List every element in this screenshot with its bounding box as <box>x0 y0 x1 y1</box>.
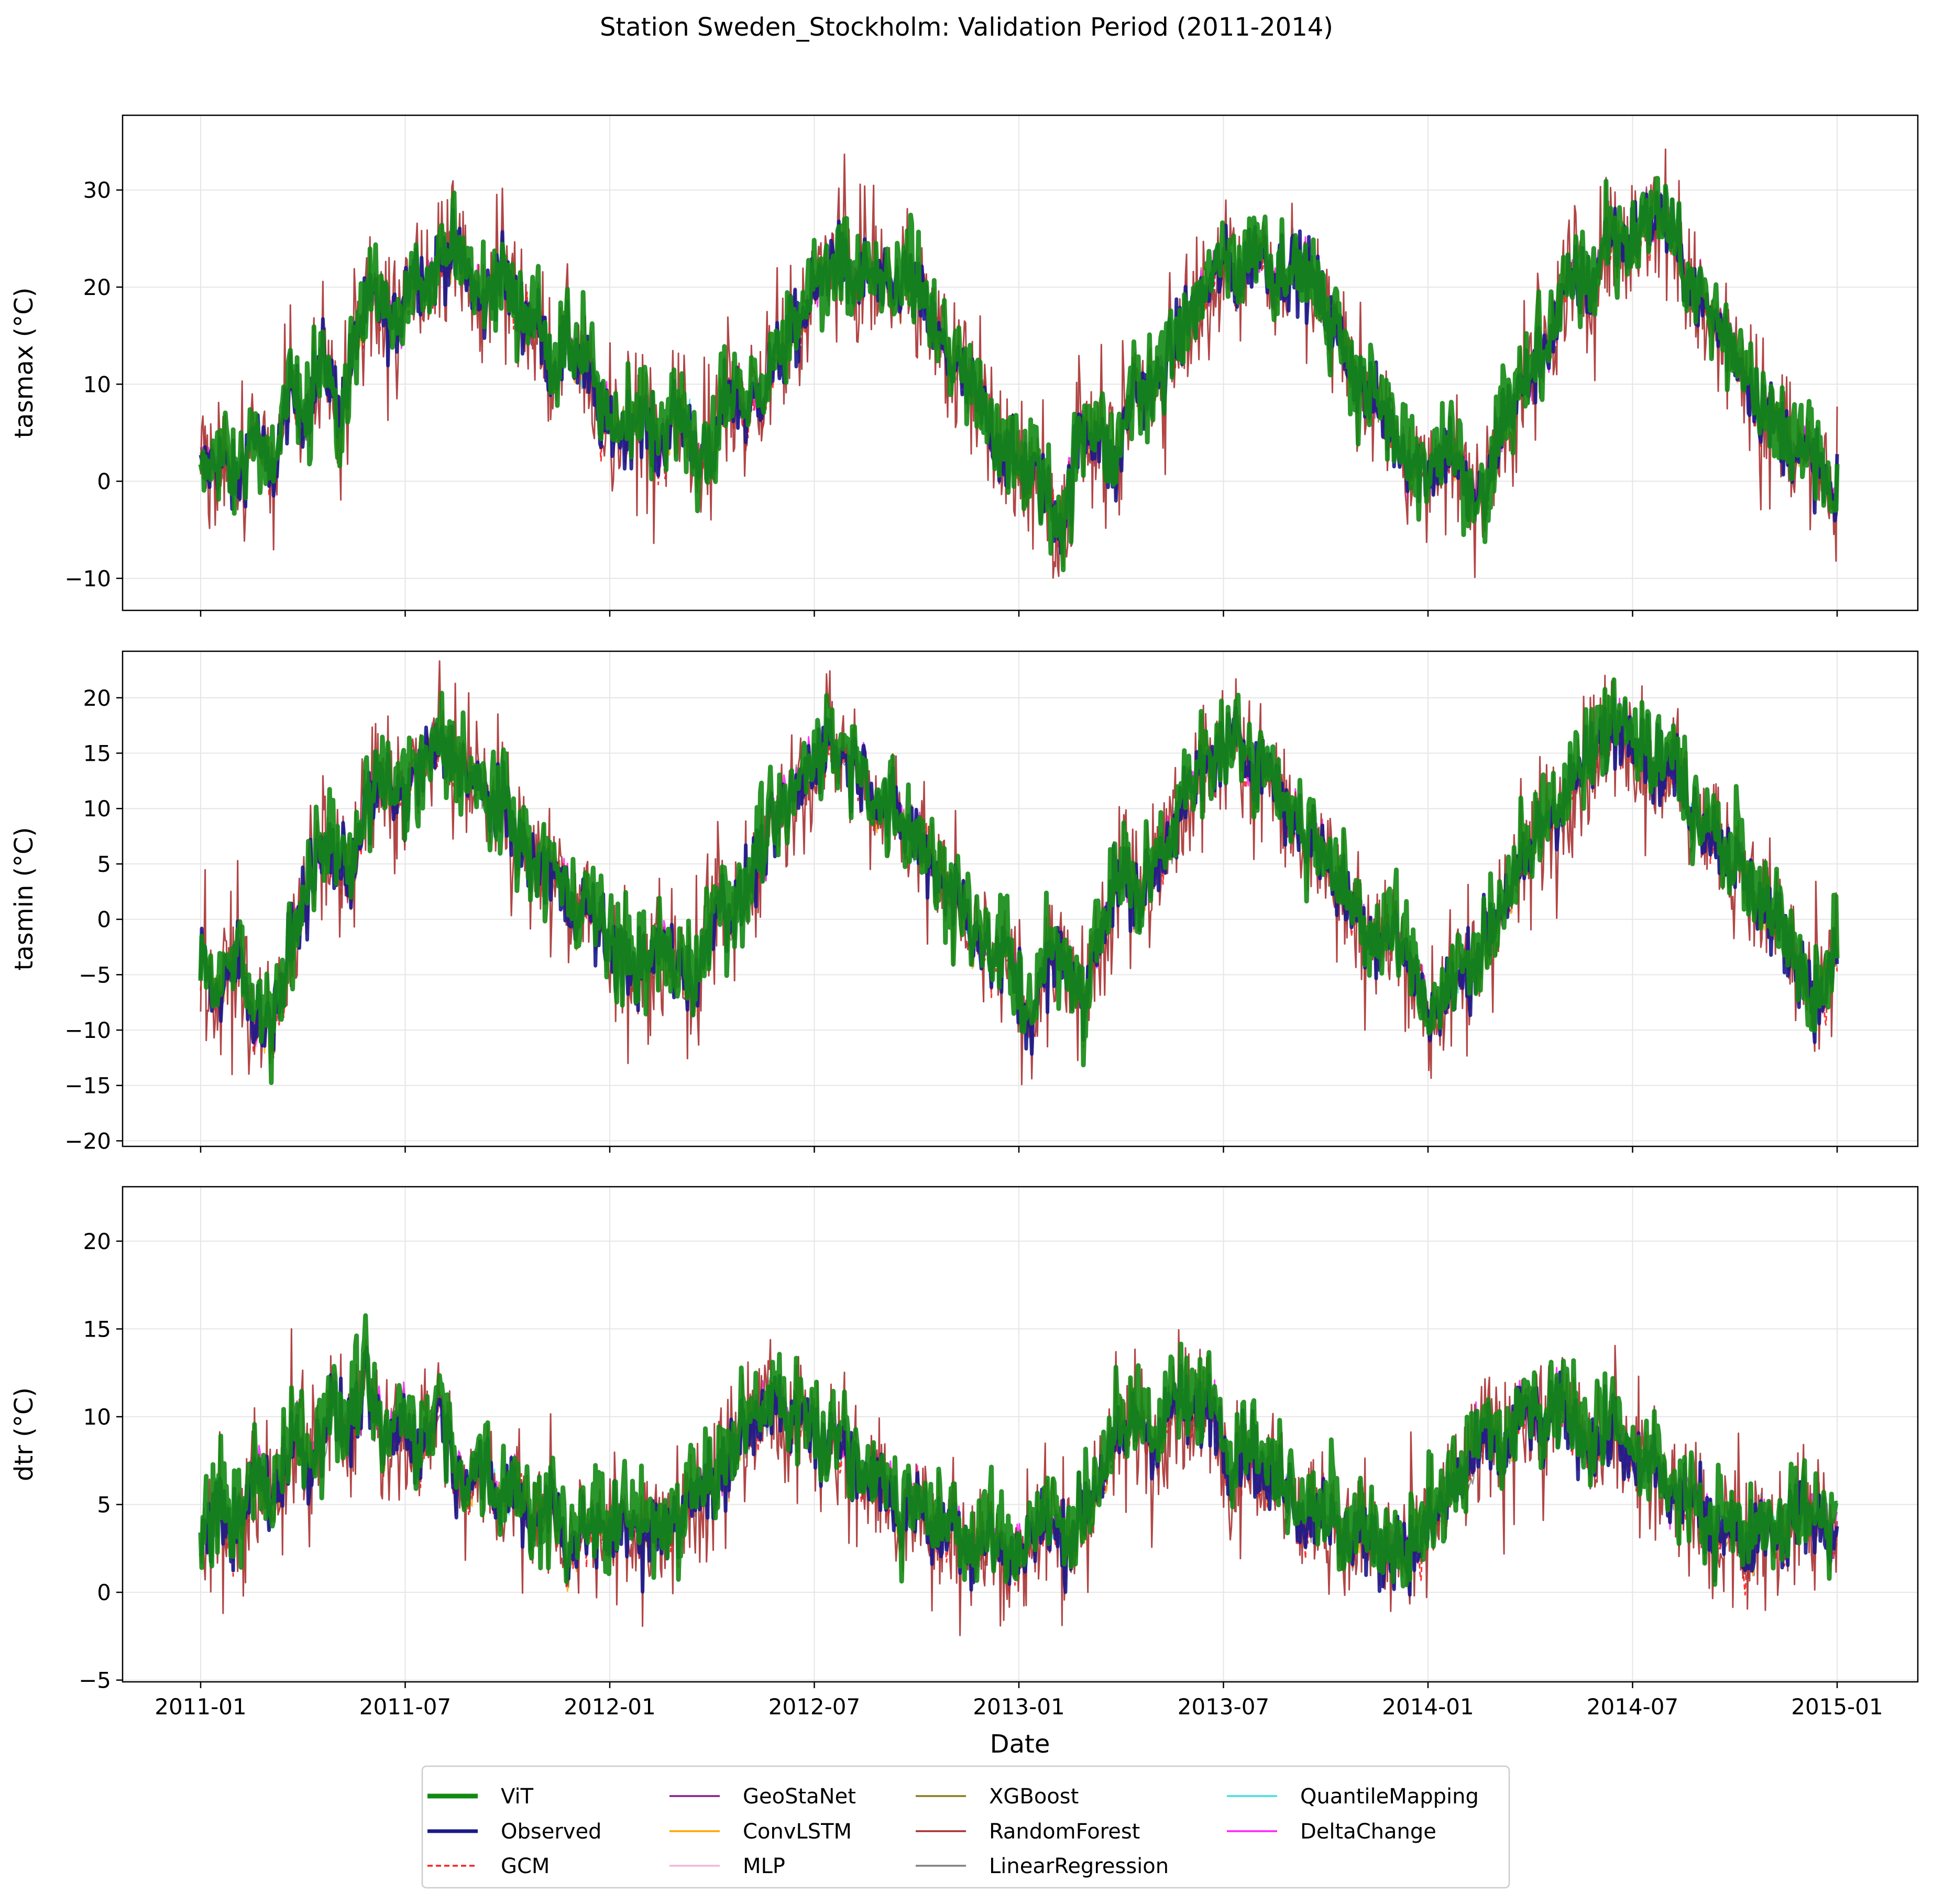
y-tick-label: 10 <box>83 796 111 822</box>
legend-label-xgboost: XGBoost <box>989 1785 1079 1809</box>
panel-tasmin: −20 −15 −10 −5 0 5 10 15 20 tasmin (°C) <box>9 650 1919 1154</box>
y-tick-label: 5 <box>97 851 111 877</box>
y-tick-label: 5 <box>97 1492 111 1518</box>
y-tick-label: 15 <box>83 740 111 766</box>
y-tick-label: 30 <box>83 178 111 203</box>
plot-frame <box>122 650 1919 1147</box>
y-axis-title: tasmin (°C) <box>9 827 39 971</box>
y-tick-label: 10 <box>83 371 111 397</box>
legend-label-randomforest: RandomForest <box>989 1820 1140 1844</box>
y-tick-label: −10 <box>64 566 111 592</box>
legend-label-gcm: GCM <box>501 1854 550 1878</box>
legend-label-geostanet: GeoStaNet <box>743 1785 856 1809</box>
x-tick-label: 2013-07 <box>1178 1694 1270 1720</box>
legend-label-convlstm: ConvLSTM <box>743 1820 852 1844</box>
y-axis-title: tasmax (°C) <box>9 287 39 438</box>
legend: ViT Observed GCM GeoStaNet ConvLSTM MLP XGBoos… <box>421 1765 1510 1889</box>
x-tick-label: 2012-01 <box>564 1694 656 1720</box>
x-tick-label: 2012-07 <box>768 1694 861 1720</box>
x-tick-label: 2014-07 <box>1587 1694 1679 1720</box>
y-tick-label: −5 <box>79 962 111 988</box>
y-tick-label: 0 <box>97 1580 111 1605</box>
x-tick-label: 2011-07 <box>359 1694 452 1720</box>
series-vit-tasmin <box>198 677 1840 1085</box>
y-tick-label: 0 <box>97 907 111 933</box>
y-tick-label: 20 <box>83 1229 111 1254</box>
x-tick-label: 2011-01 <box>155 1694 247 1720</box>
y-tick-label: −15 <box>64 1073 111 1099</box>
x-tick-label: 2014-01 <box>1382 1694 1474 1720</box>
x-tick-label: 2013-01 <box>973 1694 1065 1720</box>
y-axis-title: dtr (°C) <box>9 1387 39 1481</box>
chart-title: Station Sweden_Stockholm: Validation Per… <box>600 13 1333 42</box>
legend-label-quantilemapping: QuantileMapping <box>1300 1785 1479 1809</box>
legend-label-observed: Observed <box>501 1820 601 1844</box>
y-tick-label: −5 <box>79 1668 111 1693</box>
y-tick-label: 0 <box>97 469 111 495</box>
legend-label-linearregression: LinearRegression <box>989 1854 1169 1878</box>
legend-label-mlp: MLP <box>743 1854 785 1878</box>
legend-label-deltachange: DeltaChange <box>1300 1820 1436 1844</box>
panel-dtr: −5 0 5 10 15 20 2011-01 2011-07 2012-01 2012-07 20… <box>9 1186 1919 1720</box>
panel-tasmax: −10 0 10 20 30 tasmax (°C) <box>9 114 1919 617</box>
y-tick-label: 20 <box>83 275 111 300</box>
y-tick-label: 15 <box>83 1316 111 1342</box>
series-vit-tasmax <box>198 176 1840 573</box>
series-vit-dtr <box>198 1313 1839 1589</box>
y-tick-label: −20 <box>64 1128 111 1154</box>
plot-frame <box>122 1186 1919 1683</box>
x-axis-title: Date <box>990 1730 1050 1759</box>
x-tick-label: 2015-01 <box>1791 1694 1883 1720</box>
plot-frame <box>122 114 1919 611</box>
y-tick-label: −10 <box>64 1017 111 1043</box>
y-tick-label: 10 <box>83 1404 111 1430</box>
y-tick-label: 20 <box>83 685 111 711</box>
legend-label-vit: ViT <box>501 1785 534 1809</box>
